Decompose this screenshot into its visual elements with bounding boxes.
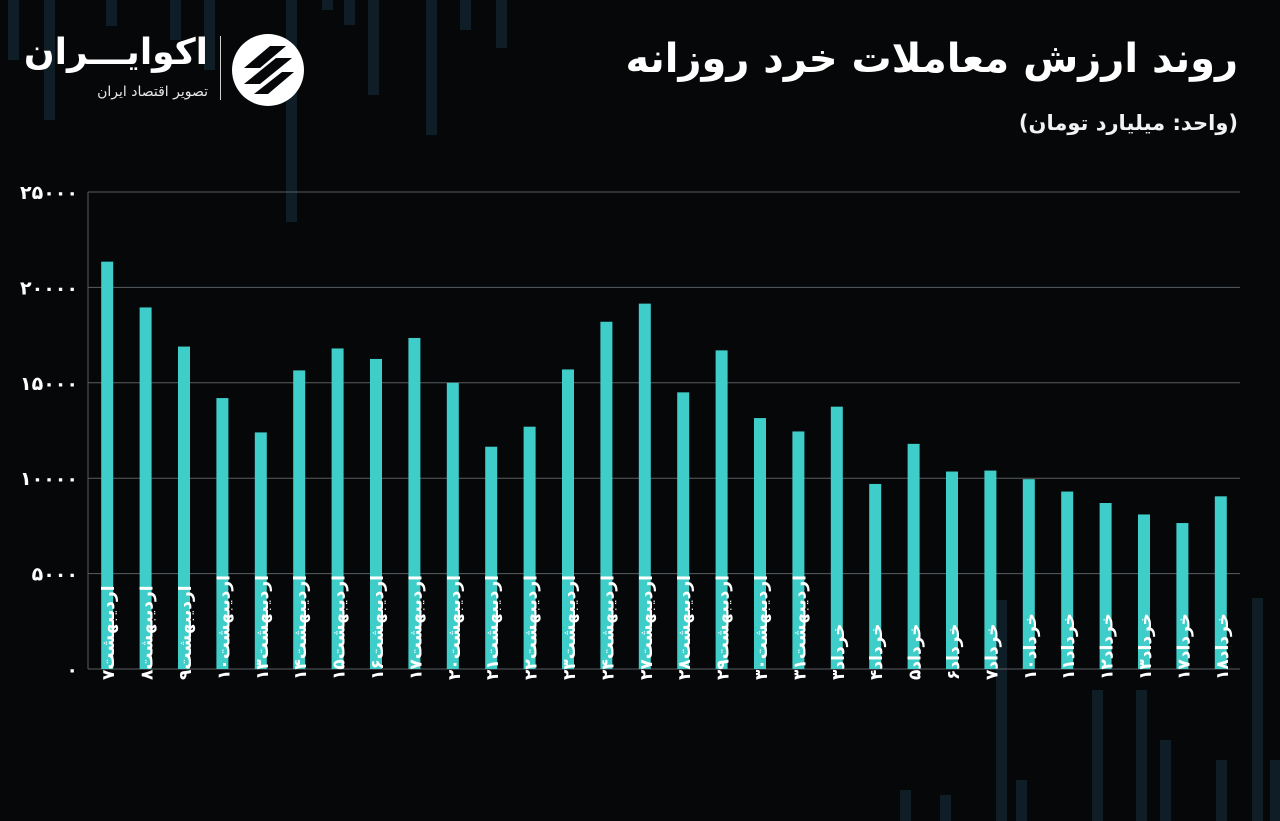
background-candle [460,0,471,30]
background-candle [170,0,181,40]
bar [1176,523,1189,669]
y-tick-label: ۱۵۰۰۰ [20,373,78,395]
x-tick-label: خرداد۱۸ [1213,613,1233,680]
x-tick-label: خرداد۴ [867,624,887,681]
bar [523,426,536,669]
bar [408,337,421,669]
background-candle [204,0,215,70]
ecoiran-logo-icon [232,34,304,106]
bar [216,398,229,669]
x-tick-label: اردیبهشت۲۱ [483,575,503,680]
bar [293,370,306,669]
x-tick-label: اردیبهشت۹ [176,585,196,680]
x-tick-label: خرداد۱۱ [1059,613,1079,680]
x-tick-label: خرداد۷ [982,624,1002,681]
logo-divider [220,36,221,100]
x-tick-label: خرداد۱۲ [1098,613,1118,680]
background-candle [996,600,1007,821]
bar [370,358,382,669]
bar [562,369,574,669]
x-tick-label: اردیبهشت۲۸ [675,575,695,680]
x-tick-label: خرداد۱۳ [1136,613,1156,680]
x-tick-label: خرداد۳ [829,624,849,681]
x-tick-label: اردیبهشت۱۰ [214,575,234,680]
y-tick-label: ۲۰۰۰۰ [20,277,78,299]
background-candle [496,0,507,48]
x-tick-label: اردیبهشت۳۱ [790,575,810,680]
unit-label: (واحد: میلیارد تومان) [1018,111,1238,135]
bar [331,348,344,669]
x-tick-label: اردیبهشت۲۷ [637,575,657,680]
background-candle [1216,760,1227,821]
bar [754,418,766,669]
background-candle [322,0,333,10]
background-candle [44,0,55,120]
x-tick-label: اردیبهشت۲۹ [714,575,734,680]
y-tick-label: ۲۵۰۰۰ [20,182,78,204]
background-candle [344,0,355,25]
bar [1022,479,1035,669]
x-tick-label: خرداد۶ [944,624,964,681]
y-tick-label: ۱۰۰۰۰ [20,468,78,490]
bar [1214,496,1227,669]
bar [984,470,997,669]
bar [485,446,498,669]
bar [600,321,613,669]
brand-subtitle: تصویر اقتصاد ایران [97,84,208,100]
background-candle [1092,690,1103,821]
x-tick-label: اردیبهشت۲۴ [598,575,618,680]
background-candle [1160,740,1171,821]
x-tick-label: اردیبهشت۱۳ [253,575,273,680]
x-tick-label: خرداد۱۰ [1021,613,1041,680]
bar [1099,503,1112,669]
x-tick-label: اردیبهشت۱۴ [291,575,311,680]
x-tick-label: اردیبهشت۱۵ [330,575,350,680]
y-tick-label: ۵۰۰۰ [32,564,78,586]
background-candle [1270,760,1280,821]
bar [101,261,114,669]
chart-title: روند ارزش معاملات خرد روزانه [625,36,1238,82]
background-candle [1252,598,1263,821]
brand-name: اکوایـــران [23,32,208,73]
background-candle [1016,780,1027,821]
x-tick-label: اردیبهشت۲۰ [445,575,465,680]
bar [1138,514,1150,669]
bar [139,307,152,669]
x-tick-label: اردیبهشت۱۷ [406,575,426,680]
x-tick-label: اردیبهشت۲۳ [560,575,580,680]
background-candle [286,0,297,222]
x-tick-label: اردیبهشت۲۲ [522,575,542,680]
bar [715,350,728,669]
background-candle [368,0,379,95]
bar [830,406,843,669]
y-tick-label: ۰ [66,659,78,681]
background-candle [1136,690,1147,821]
background-candle [426,0,437,135]
x-tick-label: اردیبهشت۷ [99,585,119,680]
background-candle [900,790,911,821]
bar [178,346,190,669]
background-candle [106,0,117,26]
bar [792,431,805,669]
bar [869,483,882,669]
bar [946,471,958,669]
x-tick-label: اردیبهشت۸ [138,585,158,680]
brand-logo: اکوایـــران تصویر اقتصاد ایران [23,32,320,112]
background-candle [8,0,19,60]
bar [446,382,459,669]
x-tick-label: خرداد۵ [906,624,926,681]
bar [254,432,267,669]
x-tick-label: اردیبهشت۱۶ [368,575,388,680]
x-tick-label: اردیبهشت۳۰ [752,575,772,680]
bar [677,392,690,669]
bar [1061,491,1074,669]
bar [638,303,651,669]
bar [907,443,920,669]
background-candle [940,795,951,821]
x-tick-label: خرداد۱۷ [1174,613,1194,680]
